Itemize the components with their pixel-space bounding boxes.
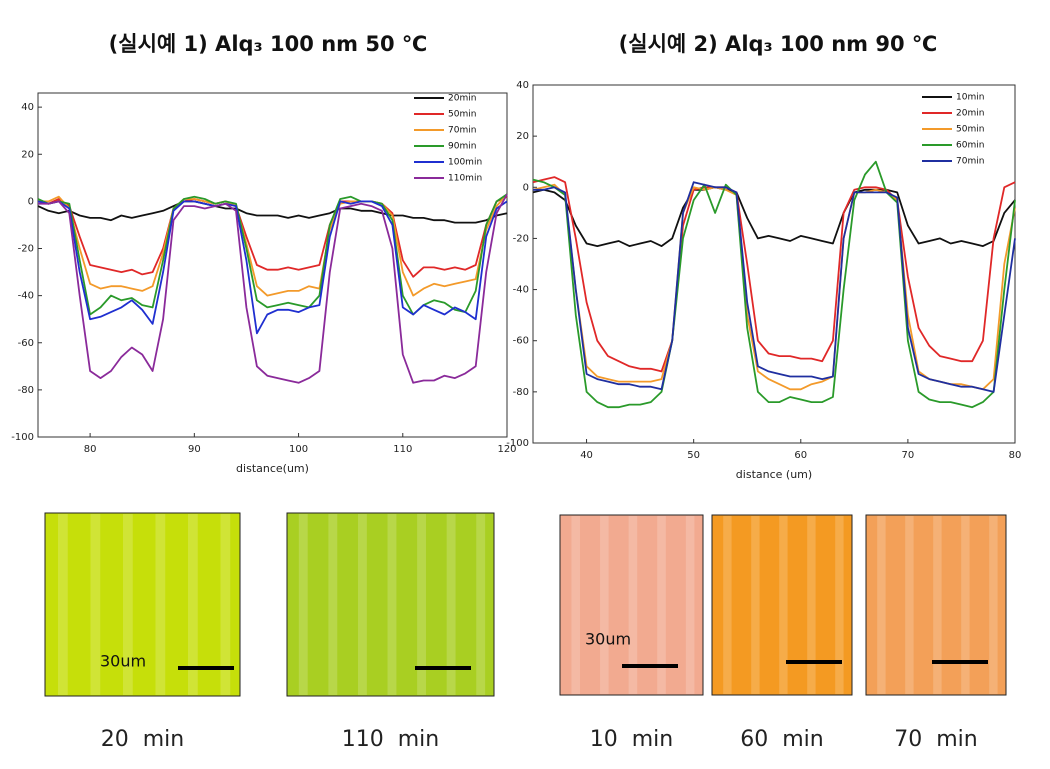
y-tick-label: -60 <box>513 336 529 347</box>
series-line <box>532 160 1016 409</box>
legend-label: 50min <box>448 110 476 120</box>
plot-frame <box>37 92 508 438</box>
y-tick-label: -40 <box>18 291 34 302</box>
stripe <box>476 514 486 695</box>
stripe <box>123 514 133 695</box>
stripe <box>807 516 816 694</box>
x-tick-label: 60 <box>794 450 807 461</box>
x-tick-label: 120 <box>497 444 516 455</box>
legend-label: 110min <box>448 174 482 184</box>
plot-frame <box>532 84 1016 444</box>
x-tick-label: 100 <box>289 444 308 455</box>
stripe <box>328 514 338 695</box>
image-caption: 10 min <box>590 727 673 752</box>
x-axis-label: distance(um) <box>236 462 309 475</box>
x-tick-label: 40 <box>580 450 593 461</box>
image-caption: 20 min <box>101 727 184 752</box>
legend-label: 10min <box>956 93 984 103</box>
legend-label: 70min <box>448 126 476 136</box>
series-line <box>37 195 508 278</box>
stripe <box>905 516 914 694</box>
chart-title: (실시예 1) Alq₃ 100 nm 50 ℃ <box>109 32 428 56</box>
y-tick-label: 0 <box>523 182 529 193</box>
stripe <box>571 516 581 694</box>
x-tick-label: 50 <box>687 450 700 461</box>
stripe <box>58 514 68 695</box>
stripe <box>298 514 308 695</box>
stripe <box>685 516 695 694</box>
legend-label: 90min <box>448 142 476 152</box>
x-tick-label: 110 <box>393 444 412 455</box>
stripe <box>628 516 638 694</box>
series-line <box>532 176 1016 373</box>
stripe <box>90 514 101 695</box>
stripe <box>961 516 970 694</box>
series-line <box>37 193 508 316</box>
series-line <box>38 193 508 297</box>
micrograph <box>865 514 1007 696</box>
micrograph <box>711 514 853 696</box>
x-axis-label: distance (um) <box>736 468 812 481</box>
y-tick-label: -20 <box>513 233 529 244</box>
image-caption: 70 min <box>894 727 977 752</box>
x-tick-label: 90 <box>188 444 201 455</box>
stripe <box>600 516 609 694</box>
stripe <box>446 514 456 695</box>
stripe <box>751 516 760 694</box>
stripe <box>387 514 397 695</box>
stripe <box>877 516 886 694</box>
y-tick-label: -100 <box>11 432 34 443</box>
y-tick-label: -80 <box>513 387 529 398</box>
legend-label: 70min <box>956 157 984 167</box>
stripe <box>155 514 166 695</box>
stripe <box>188 514 198 695</box>
legend-label: 100min <box>448 158 482 168</box>
y-tick-label: 20 <box>21 149 34 160</box>
chart-title: (실시예 2) Alq₃ 100 nm 90 ℃ <box>619 32 938 56</box>
stripe <box>989 516 998 694</box>
image-caption: 110 min <box>342 727 439 752</box>
stripe <box>417 514 426 695</box>
x-tick-label: 70 <box>902 450 915 461</box>
x-tick-label: 80 <box>1009 450 1022 461</box>
series-line <box>37 200 508 335</box>
legend-label: 20min <box>956 109 984 119</box>
y-tick-label: -100 <box>506 438 529 449</box>
stripe <box>723 516 732 694</box>
y-tick-label: -80 <box>18 385 34 396</box>
x-tick-label: 80 <box>84 444 97 455</box>
legend-label: 50min <box>956 125 984 135</box>
series-line <box>532 186 1016 247</box>
legend-label: 60min <box>956 141 984 151</box>
stripe <box>220 514 231 695</box>
stripe <box>357 514 367 695</box>
series-line <box>532 183 1016 391</box>
series-line <box>38 193 508 384</box>
y-tick-label: 40 <box>21 102 34 113</box>
series-line <box>533 181 1016 393</box>
stripe <box>835 516 844 694</box>
stripe <box>657 516 666 694</box>
y-tick-label: -40 <box>513 285 529 296</box>
series-line <box>37 200 508 224</box>
micrograph <box>286 512 495 697</box>
y-tick-label: 0 <box>28 196 34 207</box>
scale-label: 30um <box>585 630 631 649</box>
micrograph <box>44 512 241 697</box>
y-tick-label: -20 <box>18 244 34 255</box>
stripe <box>933 516 942 694</box>
scale-label: 30um <box>100 652 146 671</box>
stripe <box>779 516 788 694</box>
legend-label: 20min <box>448 94 476 104</box>
image-caption: 60 min <box>740 727 823 752</box>
y-tick-label: -60 <box>18 338 34 349</box>
y-tick-label: 40 <box>516 80 529 91</box>
y-tick-label: 20 <box>516 131 529 142</box>
